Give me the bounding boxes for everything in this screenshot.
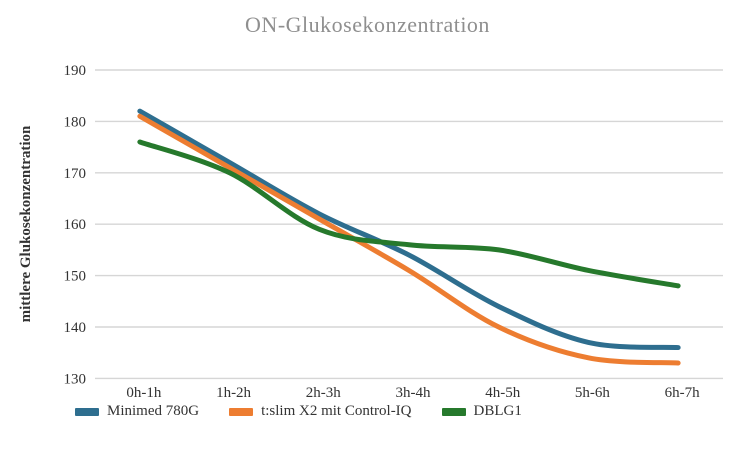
x-axis-label: 3h-4h [396,385,431,401]
legend-label-dblg1: DBLG1 [473,403,522,419]
x-axis-label: 0h-1h [126,385,161,401]
series-line-t-slim-x2-mit-control-iq [137,113,681,366]
y-tick-label: 190 [64,63,87,79]
x-axis-label: 1h-2h [216,385,251,401]
series-line-dblg1 [137,139,681,289]
legend-item-minimed: Minimed 780G [75,403,199,420]
x-axis-label: 6h-7h [665,385,700,401]
chart-title: ON-Glukosekonzentration [245,12,490,37]
y-tick-label: 180 [64,114,87,130]
x-axis-label: 4h-5h [485,385,520,401]
legend-swatch-dblg1-icon [441,407,466,416]
series-line-minimed-780g [137,108,681,351]
x-axis-label: 2h-3h [306,385,341,401]
y-tick-label: 130 [64,371,87,387]
legend-item-dblg1: DBLG1 [441,403,522,420]
legend-swatch-tslim-icon [229,407,254,416]
y-tick-label: 150 [64,269,87,285]
legend-item-tslim: t:slim X2 mit Control-IQ [229,403,412,420]
y-tick-label: 170 [64,166,87,182]
y-axis-title: mittlere Glukosekonzentration [18,125,34,322]
y-tick-label: 140 [64,320,87,336]
legend-label-minimed: Minimed 780G [107,403,200,419]
x-axis-label: 5h-6h [575,385,610,401]
legend-label-tslim: t:slim X2 mit Control-IQ [261,403,412,419]
legend-swatch-minimed-icon [75,407,99,416]
y-tick-label: 160 [64,217,87,233]
chart-legend: Minimed 780G t:slim X2 mit Control-IQ DB… [75,403,522,420]
